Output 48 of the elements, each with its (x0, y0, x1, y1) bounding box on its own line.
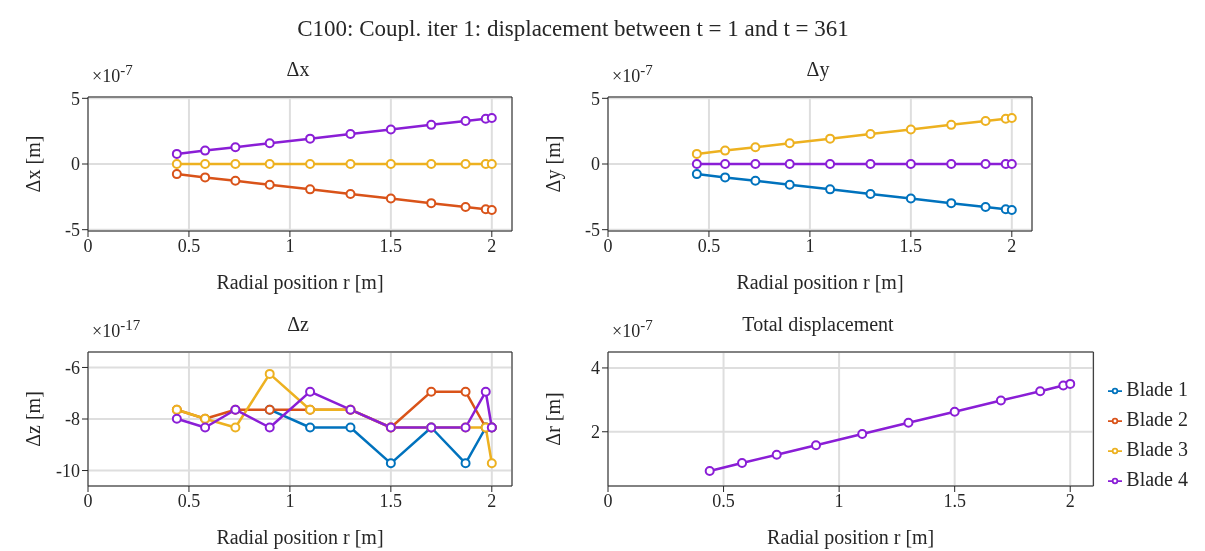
y-axis-title: Δz [m] (22, 391, 45, 447)
x-tick-label: 1 (285, 490, 295, 511)
y-tick-label: -10 (56, 460, 80, 481)
legend-label: Blade 4 (1126, 467, 1188, 490)
y-tick-label: 4 (591, 358, 600, 379)
y-tick-label: -5 (65, 220, 80, 241)
x-tick-label: 1.5 (379, 235, 403, 256)
y-tick-label: 0 (591, 154, 600, 175)
chart-title: Δx (286, 58, 310, 80)
x-tick-label: 1 (285, 235, 295, 256)
x-tick-label: 1 (805, 235, 815, 256)
text: C100: Coupl. iter 1: displacement between t = 1 and t = 361 (297, 16, 849, 41)
y-tick-label: 0 (71, 154, 80, 175)
x-tick-label: 0.5 (177, 490, 201, 511)
y-tick-label: 5 (591, 88, 600, 109)
x-tick-label: 1.5 (943, 490, 966, 511)
y-tick-label: 5 (71, 88, 80, 109)
x-tick-label: 2 (1065, 490, 1075, 511)
text: ×10$^{-7}$ (612, 317, 653, 341)
x-tick-label: 1.5 (379, 490, 403, 511)
legend-label: Blade 3 (1126, 437, 1188, 460)
x-axis-title: Radial position r [m] (736, 271, 904, 294)
text: ×10$^{-7}$ (92, 62, 133, 86)
x-tick-label: 0.5 (697, 235, 721, 256)
text: ×10$^{-17}$ (92, 317, 141, 341)
x-tick-label: 2 (487, 235, 497, 256)
chart-title: Total displacement (742, 313, 894, 335)
x-tick-label: 0.5 (177, 235, 201, 256)
y-axis-title: Δx [m] (22, 135, 45, 193)
y-tick-label: -6 (65, 357, 80, 378)
x-axis-title: Radial position r [m] (216, 526, 384, 549)
x-tick-label: 2 (1007, 235, 1017, 256)
x-tick-label: 1.5 (899, 235, 923, 256)
y-tick-label: -8 (65, 409, 80, 430)
y-tick-label: -5 (585, 220, 600, 241)
x-axis-title: Radial position r [m] (216, 271, 384, 294)
x-tick-label: 2 (487, 490, 497, 511)
x-axis-title: Radial position r [m] (767, 526, 935, 549)
y-axis-title: Δy [m] (542, 135, 566, 193)
chart-title: Δz (287, 313, 309, 335)
y-axis-title: Δr [m] (542, 392, 565, 446)
legend-label: Blade 1 (1126, 377, 1188, 400)
chart-title: Δy (806, 58, 830, 80)
legend-label: Blade 2 (1126, 407, 1188, 430)
text: ×10$^{-7}$ (612, 62, 653, 86)
x-tick-label: 1 (834, 490, 844, 511)
y-tick-label: 2 (591, 422, 600, 443)
x-tick-label: 0.5 (712, 490, 735, 511)
